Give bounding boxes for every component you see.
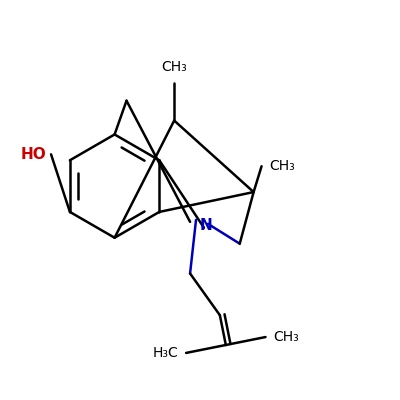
Text: CH₃: CH₃ xyxy=(273,330,299,344)
Text: CH₃: CH₃ xyxy=(161,60,187,74)
Text: CH₃: CH₃ xyxy=(269,159,295,173)
Text: N: N xyxy=(200,218,212,233)
Text: H₃C: H₃C xyxy=(152,346,178,360)
Text: HO: HO xyxy=(20,147,46,162)
